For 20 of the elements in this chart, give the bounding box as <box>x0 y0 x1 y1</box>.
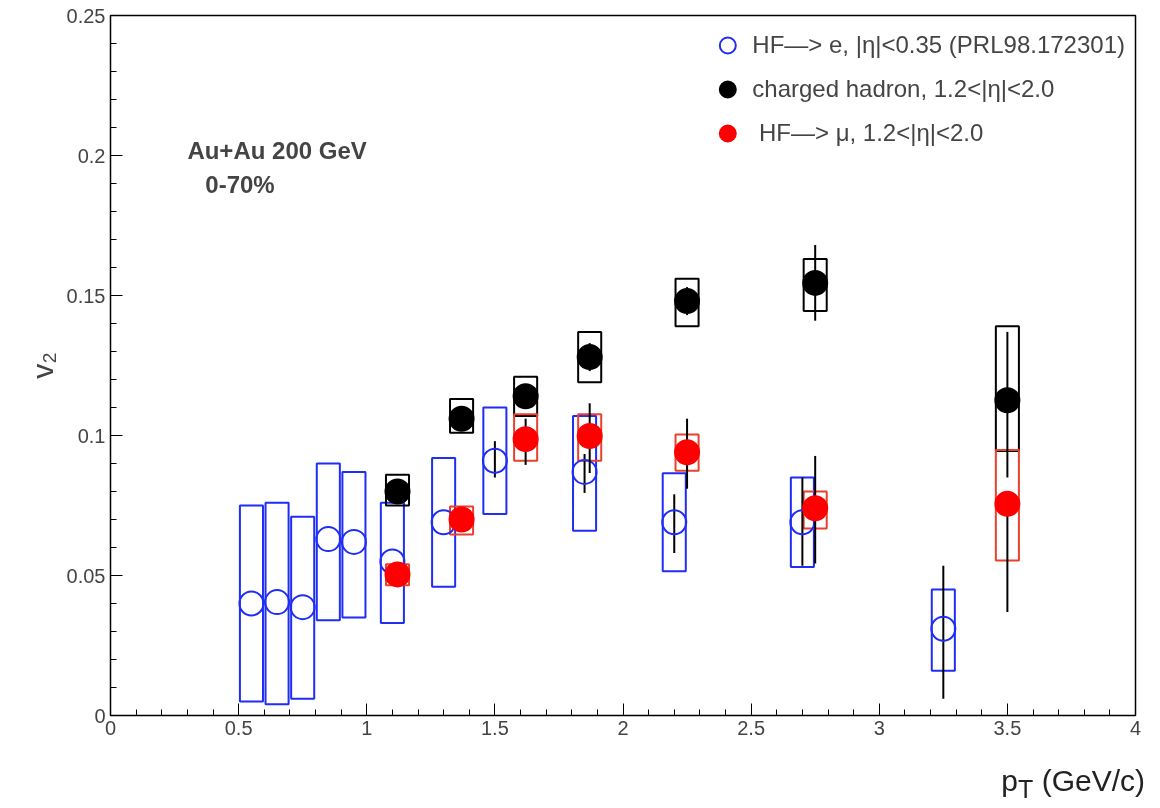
y-tick-label: 0.1 <box>77 424 106 447</box>
x-tick-label: 1.5 <box>480 716 509 739</box>
y-tick-label: 0.25 <box>66 4 106 27</box>
x-tick-label: 2 <box>617 716 629 739</box>
legend-label: HF—> e, |η|<0.35 (PRL98.172301) <box>752 31 1125 59</box>
x-tick-label: 2.5 <box>737 716 766 739</box>
x-axis-title: p$_{T}$ (GeV/c) <box>1001 763 1145 805</box>
y-tick-label: 0.05 <box>66 564 106 587</box>
x-tick-label: 0.5 <box>224 716 253 739</box>
y-tick-label: 0.2 <box>77 144 106 167</box>
legend-label: charged hadron, 1.2<|η|<2.0 <box>752 75 1055 103</box>
legend-label: HF—> μ, 1.2<|η|<2.0 <box>757 119 984 147</box>
annotation: 0-70% <box>205 170 275 198</box>
y-axis-title: v₂ <box>25 352 59 379</box>
annotation: Au+Au 200 GeV <box>187 136 367 164</box>
x-tick-label: 1 <box>361 716 373 739</box>
y-tick-label: 0.15 <box>66 284 106 307</box>
x-tick-label: 3.5 <box>993 716 1022 739</box>
x-tick-label: 3 <box>873 716 885 739</box>
x-tick-label: 4 <box>1129 716 1142 739</box>
